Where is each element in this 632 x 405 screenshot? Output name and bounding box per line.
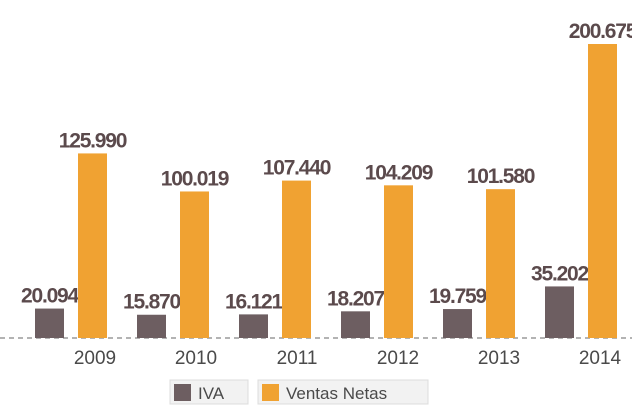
legend-swatch bbox=[262, 384, 279, 401]
x-tick-label: 2010 bbox=[175, 348, 217, 369]
x-tick-label: 2011 bbox=[277, 348, 318, 369]
value-label: 100.019 bbox=[161, 167, 229, 190]
value-label: 107.440 bbox=[263, 157, 331, 180]
bar bbox=[545, 286, 574, 338]
value-label: 19.759 bbox=[429, 285, 487, 308]
bar bbox=[443, 309, 472, 338]
bar bbox=[180, 191, 209, 338]
bar bbox=[35, 308, 64, 338]
legend-label: IVA bbox=[198, 384, 225, 403]
value-label: 104.209 bbox=[365, 161, 433, 184]
value-label: 200.675 bbox=[569, 20, 632, 43]
value-label: 35.202 bbox=[531, 262, 589, 285]
value-label: 125.990 bbox=[59, 129, 127, 152]
bar bbox=[239, 314, 268, 338]
value-label: 16.121 bbox=[225, 290, 284, 313]
legend-swatch bbox=[174, 384, 191, 401]
value-label: 15.870 bbox=[123, 291, 181, 314]
value-label: 20.094 bbox=[21, 285, 80, 308]
bar bbox=[588, 44, 617, 338]
bar bbox=[78, 153, 107, 338]
bar bbox=[486, 189, 515, 338]
bar bbox=[282, 180, 311, 338]
bar bbox=[137, 314, 166, 338]
bar bbox=[341, 311, 370, 338]
value-label: 101.580 bbox=[467, 165, 535, 188]
value-label: 18.207 bbox=[327, 287, 385, 310]
x-tick-label: 2012 bbox=[377, 348, 419, 369]
legend-label: Ventas Netas bbox=[286, 384, 387, 403]
x-tick-label: 2009 bbox=[74, 348, 116, 369]
bar bbox=[384, 185, 413, 338]
x-tick-label: 2013 bbox=[478, 348, 520, 369]
legend-box bbox=[257, 379, 429, 405]
x-tick-label: 2014 bbox=[579, 348, 622, 369]
